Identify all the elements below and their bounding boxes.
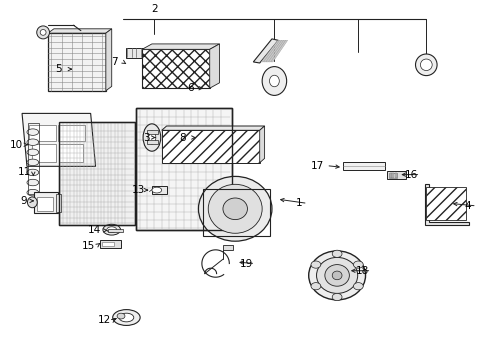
Bar bbox=[152, 186, 167, 194]
Text: 17: 17 bbox=[311, 161, 324, 171]
Bar bbox=[34, 192, 58, 213]
Text: 19: 19 bbox=[240, 258, 253, 269]
Text: 15: 15 bbox=[81, 240, 95, 251]
Ellipse shape bbox=[332, 250, 342, 257]
Bar bbox=[48, 33, 106, 91]
Ellipse shape bbox=[223, 198, 247, 220]
Bar bbox=[387, 171, 406, 179]
Ellipse shape bbox=[119, 313, 134, 322]
Text: 6: 6 bbox=[187, 83, 194, 93]
Bar bbox=[162, 130, 260, 163]
Ellipse shape bbox=[317, 257, 358, 293]
Text: 2: 2 bbox=[151, 4, 158, 14]
Polygon shape bbox=[425, 184, 469, 225]
Bar bbox=[32, 144, 56, 162]
Ellipse shape bbox=[107, 227, 117, 233]
Ellipse shape bbox=[117, 313, 125, 319]
Ellipse shape bbox=[262, 67, 287, 95]
Bar bbox=[108, 229, 122, 232]
Polygon shape bbox=[261, 40, 280, 62]
Polygon shape bbox=[106, 29, 112, 91]
Ellipse shape bbox=[420, 59, 432, 71]
Ellipse shape bbox=[40, 30, 46, 35]
Bar bbox=[100, 240, 121, 248]
Ellipse shape bbox=[27, 179, 39, 186]
Text: 10: 10 bbox=[10, 140, 23, 150]
Bar bbox=[390, 173, 392, 178]
Ellipse shape bbox=[309, 251, 366, 300]
Text: 1: 1 bbox=[295, 198, 302, 208]
Bar bbox=[136, 108, 232, 230]
Text: 9: 9 bbox=[20, 196, 27, 206]
Bar bbox=[37, 197, 53, 211]
Ellipse shape bbox=[27, 159, 39, 166]
Ellipse shape bbox=[198, 176, 272, 241]
Text: 14: 14 bbox=[88, 225, 101, 235]
Text: 16: 16 bbox=[405, 170, 418, 180]
Bar bbox=[426, 187, 466, 220]
Bar bbox=[136, 108, 232, 230]
Bar bbox=[395, 173, 397, 178]
Polygon shape bbox=[271, 40, 288, 62]
Ellipse shape bbox=[27, 139, 39, 145]
Text: 7: 7 bbox=[111, 57, 118, 67]
Text: 4: 4 bbox=[465, 201, 471, 211]
Bar bbox=[147, 140, 158, 144]
Bar bbox=[56, 194, 61, 212]
Text: 11: 11 bbox=[18, 167, 31, 177]
Bar bbox=[142, 49, 210, 88]
Ellipse shape bbox=[27, 189, 39, 196]
Ellipse shape bbox=[311, 283, 321, 290]
Ellipse shape bbox=[148, 131, 156, 144]
Bar bbox=[392, 173, 394, 178]
Ellipse shape bbox=[27, 169, 39, 176]
Text: 3: 3 bbox=[143, 132, 149, 143]
Polygon shape bbox=[269, 40, 286, 62]
Polygon shape bbox=[260, 126, 265, 163]
Text: 12: 12 bbox=[98, 315, 111, 325]
Text: 8: 8 bbox=[179, 132, 186, 143]
Bar bbox=[126, 48, 145, 58]
Bar bbox=[147, 130, 158, 134]
Polygon shape bbox=[22, 113, 96, 166]
Ellipse shape bbox=[416, 54, 437, 76]
Ellipse shape bbox=[37, 26, 49, 39]
Ellipse shape bbox=[113, 310, 140, 325]
Bar bbox=[59, 122, 135, 225]
Bar bbox=[102, 242, 114, 246]
Polygon shape bbox=[266, 40, 284, 62]
Bar bbox=[28, 123, 39, 194]
Polygon shape bbox=[253, 39, 278, 63]
Ellipse shape bbox=[208, 184, 262, 233]
Polygon shape bbox=[264, 40, 282, 62]
Ellipse shape bbox=[27, 197, 37, 208]
Ellipse shape bbox=[332, 271, 342, 280]
Bar bbox=[343, 162, 385, 170]
Ellipse shape bbox=[27, 149, 39, 156]
Polygon shape bbox=[142, 44, 220, 49]
Bar bbox=[389, 173, 397, 178]
Ellipse shape bbox=[325, 265, 349, 286]
Polygon shape bbox=[162, 126, 265, 130]
Ellipse shape bbox=[143, 124, 161, 151]
Bar bbox=[58, 125, 85, 141]
Text: 5: 5 bbox=[55, 64, 62, 74]
Polygon shape bbox=[210, 44, 220, 88]
Ellipse shape bbox=[311, 261, 321, 268]
Bar bbox=[59, 122, 135, 225]
Ellipse shape bbox=[353, 261, 363, 268]
Bar bbox=[29, 125, 56, 141]
Bar bbox=[203, 189, 270, 236]
Ellipse shape bbox=[353, 283, 363, 290]
Text: 13: 13 bbox=[131, 185, 145, 195]
Text: 18: 18 bbox=[356, 266, 369, 276]
Bar bbox=[59, 144, 83, 162]
Ellipse shape bbox=[27, 129, 39, 135]
Bar bbox=[223, 245, 233, 250]
Ellipse shape bbox=[332, 293, 342, 301]
Ellipse shape bbox=[270, 75, 279, 87]
Ellipse shape bbox=[152, 187, 162, 193]
Ellipse shape bbox=[103, 224, 121, 235]
Polygon shape bbox=[48, 29, 112, 33]
